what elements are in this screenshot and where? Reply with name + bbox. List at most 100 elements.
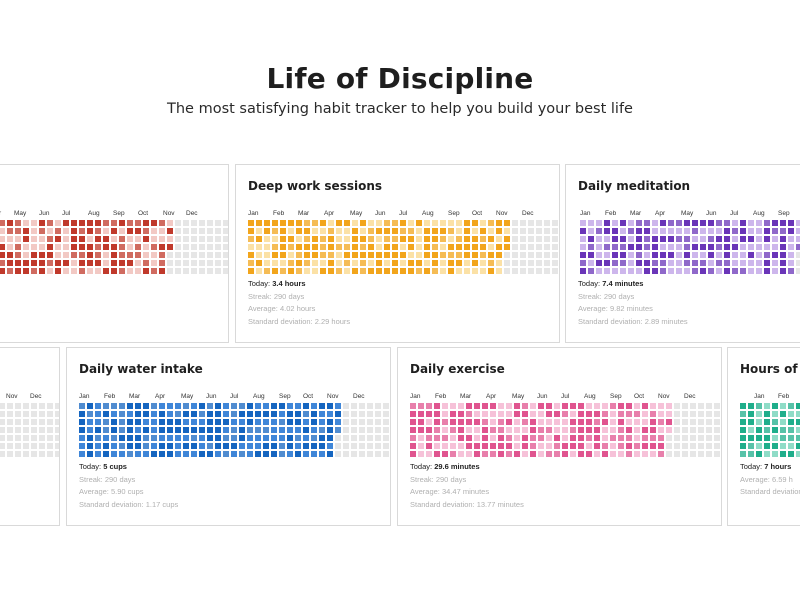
day-cell[interactable] <box>530 443 536 449</box>
day-cell[interactable] <box>231 411 237 417</box>
day-cell[interactable] <box>191 443 197 449</box>
day-cell[interactable] <box>367 443 373 449</box>
day-cell[interactable] <box>464 268 470 274</box>
day-cell[interactable] <box>682 403 688 409</box>
day-cell[interactable] <box>55 260 61 266</box>
day-cell[interactable] <box>408 220 414 226</box>
day-cell[interactable] <box>714 435 720 441</box>
day-cell[interactable] <box>440 268 446 274</box>
day-cell[interactable] <box>642 443 648 449</box>
day-cell[interactable] <box>604 260 610 266</box>
day-cell[interactable] <box>456 228 462 234</box>
day-cell[interactable] <box>47 236 53 242</box>
day-cell[interactable] <box>440 260 446 266</box>
day-cell[interactable] <box>352 244 358 250</box>
day-cell[interactable] <box>335 451 341 457</box>
day-cell[interactable] <box>498 411 504 417</box>
day-cell[interactable] <box>796 260 800 266</box>
day-cell[interactable] <box>103 419 109 425</box>
day-cell[interactable] <box>143 252 149 258</box>
day-cell[interactable] <box>320 260 326 266</box>
day-cell[interactable] <box>480 268 486 274</box>
day-cell[interactable] <box>724 252 730 258</box>
day-cell[interactable] <box>280 268 286 274</box>
day-cell[interactable] <box>159 228 165 234</box>
day-cell[interactable] <box>328 252 334 258</box>
day-cell[interactable] <box>618 435 624 441</box>
day-cell[interactable] <box>448 244 454 250</box>
day-cell[interactable] <box>408 228 414 234</box>
day-cell[interactable] <box>692 252 698 258</box>
day-cell[interactable] <box>708 252 714 258</box>
day-cell[interactable] <box>119 252 125 258</box>
day-cell[interactable] <box>288 236 294 242</box>
day-cell[interactable] <box>594 411 600 417</box>
day-cell[interactable] <box>159 252 165 258</box>
day-cell[interactable] <box>279 451 285 457</box>
day-cell[interactable] <box>239 403 245 409</box>
day-cell[interactable] <box>522 435 528 441</box>
day-cell[interactable] <box>280 220 286 226</box>
day-cell[interactable] <box>772 268 778 274</box>
day-cell[interactable] <box>151 411 157 417</box>
day-cell[interactable] <box>650 443 656 449</box>
day-cell[interactable] <box>55 435 59 441</box>
day-cell[interactable] <box>748 268 754 274</box>
day-cell[interactable] <box>311 427 317 433</box>
day-cell[interactable] <box>642 427 648 433</box>
day-cell[interactable] <box>796 419 800 425</box>
day-cell[interactable] <box>504 260 510 266</box>
day-cell[interactable] <box>716 228 722 234</box>
day-cell[interactable] <box>788 260 794 266</box>
day-cell[interactable] <box>604 244 610 250</box>
day-cell[interactable] <box>434 451 440 457</box>
day-cell[interactable] <box>594 443 600 449</box>
day-cell[interactable] <box>626 443 632 449</box>
day-cell[interactable] <box>748 220 754 226</box>
day-cell[interactable] <box>264 220 270 226</box>
day-cell[interactable] <box>660 252 666 258</box>
day-cell[interactable] <box>554 435 560 441</box>
day-cell[interactable] <box>7 451 13 457</box>
day-cell[interactable] <box>708 220 714 226</box>
day-cell[interactable] <box>780 220 786 226</box>
day-cell[interactable] <box>456 236 462 242</box>
day-cell[interactable] <box>660 268 666 274</box>
day-cell[interactable] <box>223 411 229 417</box>
day-cell[interactable] <box>183 244 189 250</box>
day-cell[interactable] <box>199 236 205 242</box>
day-cell[interactable] <box>660 220 666 226</box>
day-cell[interactable] <box>248 252 254 258</box>
day-cell[interactable] <box>384 260 390 266</box>
day-cell[interactable] <box>610 427 616 433</box>
day-cell[interactable] <box>604 268 610 274</box>
day-cell[interactable] <box>384 252 390 258</box>
day-cell[interactable] <box>480 220 486 226</box>
day-cell[interactable] <box>700 268 706 274</box>
day-cell[interactable] <box>666 419 672 425</box>
day-cell[interactable] <box>618 443 624 449</box>
day-cell[interactable] <box>327 451 333 457</box>
day-cell[interactable] <box>335 411 341 417</box>
day-cell[interactable] <box>191 228 197 234</box>
day-cell[interactable] <box>303 411 309 417</box>
day-cell[interactable] <box>7 411 13 417</box>
day-cell[interactable] <box>143 419 149 425</box>
day-cell[interactable] <box>223 419 229 425</box>
day-cell[interactable] <box>788 411 794 417</box>
day-cell[interactable] <box>666 403 672 409</box>
day-cell[interactable] <box>650 419 656 425</box>
day-cell[interactable] <box>87 427 93 433</box>
day-cell[interactable] <box>304 252 310 258</box>
day-cell[interactable] <box>756 443 762 449</box>
day-cell[interactable] <box>111 244 117 250</box>
day-cell[interactable] <box>15 260 21 266</box>
day-cell[interactable] <box>418 403 424 409</box>
day-cell[interactable] <box>676 244 682 250</box>
day-cell[interactable] <box>440 252 446 258</box>
day-cell[interactable] <box>506 419 512 425</box>
day-cell[interactable] <box>530 411 536 417</box>
day-cell[interactable] <box>788 427 794 433</box>
day-cell[interactable] <box>143 244 149 250</box>
day-cell[interactable] <box>520 268 526 274</box>
